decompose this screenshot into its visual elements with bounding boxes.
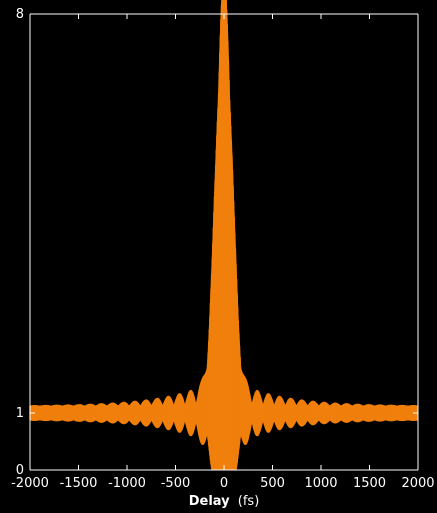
- x-axis-title: Delay (fs): [189, 494, 260, 509]
- fringe-lines: [29, 0, 419, 470]
- x-tick-label: 1500: [353, 476, 386, 491]
- y-tick-label: 0: [16, 463, 24, 478]
- x-axis-title-name: Delay: [189, 494, 230, 509]
- plot-area: [29, 0, 419, 471]
- x-tick-label: 0: [220, 476, 228, 491]
- x-tick-label: -1500: [60, 476, 98, 491]
- axis-labels: -2000 -1500 -1000 -500 0 500 1000 1500 2000 0 1 8: [11, 7, 434, 491]
- axes: [29, 13, 419, 471]
- x-tick-label: 500: [260, 476, 285, 491]
- x-tick-label: 2000: [401, 476, 434, 491]
- x-tick-label: 1000: [304, 476, 337, 491]
- x-tick-label: -500: [161, 476, 191, 491]
- x-tick-label: -2000: [11, 476, 49, 491]
- y-tick-label: 1: [16, 406, 24, 421]
- x-tick-label: -1000: [108, 476, 146, 491]
- x-axis-title-unit: (fs): [238, 494, 260, 509]
- y-tick-label: 8: [16, 7, 24, 22]
